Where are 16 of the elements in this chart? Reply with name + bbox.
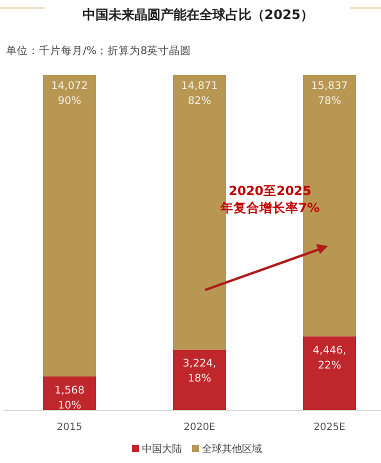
bar (43, 75, 96, 376)
legend-label: 全球其他区域 (202, 443, 262, 455)
bar (303, 336, 356, 410)
chart-title: 中国未来晶圆产能在全球占比（2025） (82, 7, 314, 23)
x-tick-label: 2020E (184, 422, 216, 433)
data-label: 4,446, 22% (312, 344, 346, 372)
data-label: 14,871 82% (181, 80, 218, 107)
x-tick-label: 2015 (56, 422, 82, 433)
bar (173, 350, 226, 410)
legend-label: 中国大陆 (142, 443, 182, 455)
chart-subtitle: 单位：千片每月/%；折算为8英寸晶圆 (6, 44, 192, 57)
data-label: 3,224, 18% (182, 358, 216, 385)
data-label: 15,837 78% (311, 80, 348, 107)
x-tick-label: 2025E (314, 422, 346, 433)
data-label: 1,568 10% (54, 384, 85, 412)
data-label: 14,072 90% (51, 80, 88, 107)
